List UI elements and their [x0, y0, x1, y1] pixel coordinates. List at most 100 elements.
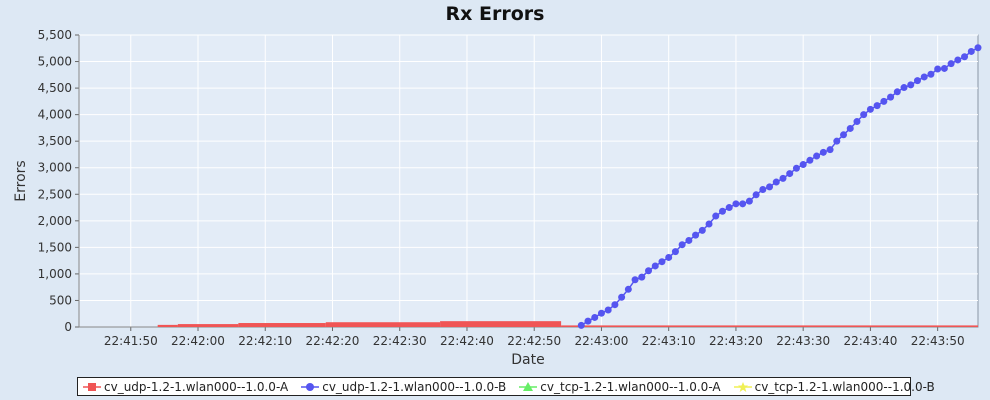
x-tick-label: 22:42:00	[171, 334, 225, 348]
series-b-data-point	[604, 306, 612, 314]
series-b-data-point	[900, 84, 908, 92]
series-b-data-point	[732, 200, 740, 208]
series-b-data-point	[772, 178, 780, 186]
series-b-data-point	[947, 60, 955, 68]
series-b-data-point	[833, 137, 841, 145]
x-tick-label: 22:42:20	[306, 334, 360, 348]
series-b-data-point	[577, 321, 585, 329]
chart-legend: cv_udp-1.2-1.wlan000--1.0.0-A cv_udp-1.2-…	[77, 377, 935, 396]
y-tick-label: 500	[49, 293, 72, 307]
series-b-data-point	[880, 97, 888, 105]
y-tick-label: 3,000	[38, 161, 72, 175]
series-b-data-point	[826, 146, 834, 154]
series-b-data-point	[873, 102, 881, 110]
series-b-data-point	[718, 207, 726, 215]
series-b-data-point	[967, 47, 975, 55]
series-b-data-point	[624, 285, 632, 293]
legend-item-label: cv_udp-1.2-1.wlan000--1.0.0-B	[322, 379, 507, 394]
series-b-data-point	[745, 197, 753, 205]
series-b-data-point	[759, 185, 767, 193]
series-b-data-point	[658, 258, 666, 266]
legend-item: cv_tcp-1.2-1.wlan000--1.0.0-B	[733, 379, 935, 394]
series-b-data-point	[860, 111, 868, 119]
series-b-data-point	[584, 317, 592, 325]
series-b-data-point	[645, 267, 653, 275]
series-b-data-point	[611, 301, 619, 309]
y-tick-label: 3,500	[38, 134, 72, 148]
x-tick-label: 22:43:50	[911, 334, 965, 348]
y-tick-label: 0	[64, 320, 72, 334]
legend-item: cv_tcp-1.2-1.wlan000--1.0.0-A	[519, 379, 721, 394]
plot-area	[78, 34, 979, 328]
square-marker-icon	[83, 381, 101, 393]
series-b-data-point	[752, 191, 760, 199]
series-b-data-point	[705, 220, 713, 228]
series-b-data-point	[954, 56, 962, 64]
y-tick-label: 2,500	[38, 187, 72, 201]
series-b-data-point	[671, 248, 679, 256]
y-axis-label: Errors	[13, 160, 29, 201]
series-b-data-point	[678, 241, 686, 249]
x-tick-label: 22:43:40	[843, 334, 897, 348]
series-b-data-point	[631, 276, 639, 284]
series-b-data-point	[665, 253, 673, 261]
x-tick-label: 22:41:50	[104, 334, 158, 348]
series-a-step-bar	[238, 323, 326, 327]
series-b-data-point	[591, 313, 599, 321]
y-tick-label: 4,500	[38, 81, 72, 95]
series-a-step-bar	[561, 325, 978, 327]
x-tick-label: 22:43:20	[709, 334, 763, 348]
series-b-data-point	[974, 44, 982, 52]
series-b-data-point	[698, 226, 706, 234]
x-axis-label: Date	[511, 352, 544, 368]
y-tick-label: 1,000	[38, 267, 72, 281]
series-a-step-bar	[177, 324, 239, 327]
series-b-data-point	[893, 88, 901, 96]
series-b-data-point	[712, 212, 720, 220]
series-b-data-point	[846, 124, 854, 132]
y-tick-label: 2,000	[38, 214, 72, 228]
legend-item-label: cv_tcp-1.2-1.wlan000--1.0.0-A	[540, 379, 721, 394]
x-tick-label: 22:43:00	[575, 334, 629, 348]
legend-item: cv_udp-1.2-1.wlan000--1.0.0-B	[301, 380, 506, 394]
series-b-data-point	[806, 156, 814, 164]
x-tick-label: 22:43:30	[776, 334, 830, 348]
legend-item: cv_udp-1.2-1.wlan000--1.0.0-A	[83, 380, 288, 394]
series-b-data-point	[638, 273, 646, 281]
series-b-data-point	[792, 164, 800, 172]
series-b-data-point	[853, 118, 861, 126]
series-b-data-point	[866, 105, 874, 113]
series-b-data-point	[907, 81, 915, 89]
series-b-data-point	[887, 93, 895, 101]
y-tick-label: 5,500	[38, 28, 72, 42]
legend-item-label: cv_tcp-1.2-1.wlan000--1.0.0-B	[754, 379, 935, 394]
x-tick-label: 22:43:10	[642, 334, 696, 348]
series-b-data-point	[651, 262, 659, 270]
series-b-data-point	[692, 231, 700, 239]
series-b-data-point	[618, 293, 626, 301]
series-a-step-bar	[157, 324, 178, 327]
series-b-data-point	[940, 64, 948, 72]
series-b-data-point	[799, 161, 807, 169]
circle-marker-icon	[301, 381, 320, 393]
triangle-marker-icon	[519, 381, 538, 393]
series-b-data-point	[813, 152, 821, 160]
series-b-data-point	[779, 174, 787, 182]
legend-item-label: cv_udp-1.2-1.wlan000--1.0.0-A	[104, 379, 289, 394]
series-b-data-point	[934, 65, 942, 73]
series-b-data-point	[725, 204, 733, 212]
chart-title: Rx Errors	[446, 3, 545, 25]
series-b-data-point	[961, 53, 969, 61]
series-a-step-bar	[325, 322, 441, 327]
star-marker-icon	[733, 381, 752, 393]
y-tick-label: 4,000	[38, 108, 72, 122]
series-b-data-point	[739, 200, 747, 208]
series-b-data-point	[766, 183, 774, 191]
series-b-data-point	[685, 236, 693, 244]
x-tick-label: 22:42:30	[373, 334, 427, 348]
y-tick-label: 1,500	[38, 240, 72, 254]
series-b-data-point	[913, 77, 921, 85]
series-b-data-point	[920, 73, 928, 81]
series-b-data-point	[597, 309, 605, 317]
